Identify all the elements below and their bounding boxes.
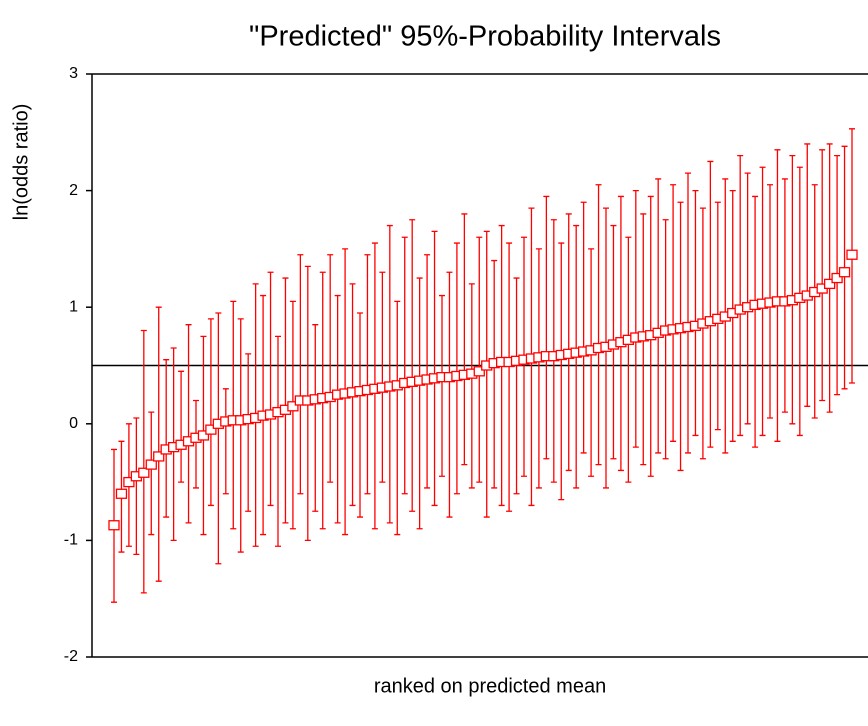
error-bar	[163, 359, 170, 518]
error-bar	[535, 248, 542, 489]
error-bar	[670, 184, 677, 442]
error-bar	[461, 213, 468, 466]
mean-marker	[108, 520, 120, 531]
error-bar	[543, 195, 550, 460]
error-bar	[625, 236, 632, 483]
error-bar	[632, 189, 639, 448]
error-bar	[468, 283, 475, 489]
mean-marker	[123, 476, 135, 488]
error-bar	[595, 184, 602, 466]
error-bar	[744, 172, 751, 425]
error-bar	[588, 248, 595, 477]
error-bar	[386, 224, 393, 524]
error-bar	[207, 318, 214, 507]
error-bar	[774, 149, 781, 442]
error-bar	[148, 411, 155, 536]
error-bar	[312, 324, 319, 512]
error-bar	[275, 335, 281, 547]
error-bar	[662, 219, 669, 460]
mean-marker	[145, 459, 157, 470]
error-bar	[409, 219, 416, 512]
error-bar	[357, 312, 363, 518]
error-bar	[550, 219, 557, 483]
error-bar	[237, 318, 244, 553]
error-bar	[699, 207, 706, 460]
mean-marker	[197, 430, 210, 441]
error-bar	[737, 154, 744, 437]
error-bar	[178, 370, 185, 483]
y-tick-label: 0	[69, 415, 78, 432]
mean-marker	[153, 451, 165, 462]
error-bar	[781, 178, 788, 413]
mean-marker	[473, 366, 485, 377]
mean-marker	[838, 267, 851, 278]
error-bar	[424, 254, 431, 489]
y-axis-label: ln(odds ratio)	[10, 104, 32, 221]
error-bar	[655, 178, 662, 454]
y-tick-label: 2	[69, 182, 78, 199]
error-bar	[364, 254, 371, 495]
error-bar	[707, 160, 714, 448]
error-bar	[565, 213, 572, 472]
error-bar	[394, 300, 401, 536]
chart-title: "Predicted" 95%-Probability Intervals	[249, 21, 721, 53]
error-bar	[453, 242, 460, 495]
error-bar	[617, 195, 624, 472]
error-bar	[140, 329, 147, 594]
error-bar	[334, 294, 341, 524]
error-bar	[513, 277, 520, 495]
error-bar	[193, 399, 199, 489]
error-bar	[215, 312, 222, 565]
error-bar	[155, 306, 162, 582]
y-tick-label: 3	[69, 65, 78, 82]
mean-marker	[287, 401, 299, 412]
error-bar	[282, 277, 289, 524]
error-bar	[558, 242, 565, 501]
error-bar	[476, 236, 483, 483]
error-bar	[379, 271, 386, 483]
error-bar	[230, 300, 237, 530]
error-bar	[811, 184, 818, 419]
error-bar	[752, 195, 759, 448]
error-bar	[297, 254, 304, 495]
error-bar	[416, 277, 423, 530]
error-bar	[327, 254, 334, 483]
error-bar	[401, 236, 408, 495]
x-axis-label: ranked on predicted mean	[374, 675, 606, 697]
error-bar	[692, 189, 699, 437]
y-tick-label: -2	[64, 648, 78, 665]
error-bar	[819, 149, 826, 402]
mean-marker	[205, 424, 217, 435]
error-bar	[446, 271, 453, 518]
mean-marker	[823, 278, 836, 290]
y-tick-label: 1	[69, 298, 78, 315]
mean-marker	[831, 272, 843, 284]
error-bar	[222, 388, 229, 495]
error-bar	[789, 154, 796, 425]
error-bar	[289, 300, 296, 530]
y-tick-label: -1	[64, 532, 78, 549]
error-bar	[439, 294, 445, 477]
mean-marker	[138, 467, 150, 478]
error-bar	[267, 271, 274, 507]
error-bar	[185, 324, 192, 524]
error-bar	[677, 201, 684, 472]
error-bar	[431, 230, 438, 507]
error-bar	[685, 172, 691, 454]
error-bar	[804, 143, 811, 407]
mean-marker	[115, 488, 128, 499]
error-bar	[506, 242, 513, 512]
error-bar	[491, 259, 498, 489]
error-bar	[826, 143, 833, 413]
error-bar	[133, 417, 140, 556]
mean-marker	[846, 249, 858, 260]
error-bar	[580, 201, 587, 454]
error-bar	[483, 230, 490, 518]
error-bar	[245, 353, 252, 512]
